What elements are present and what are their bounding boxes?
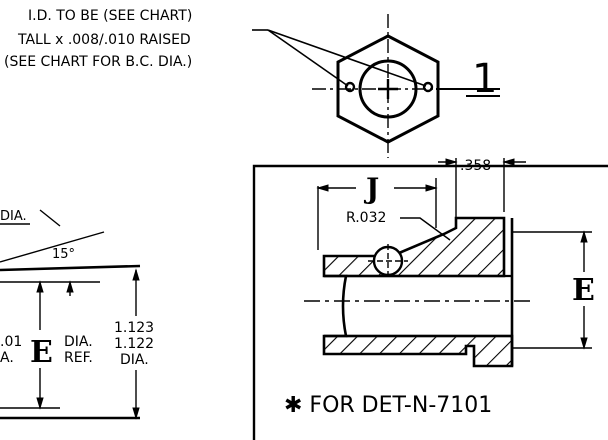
leader-to-left-dot — [267, 29, 349, 87]
section-wall-upper — [322, 216, 506, 278]
note-line-2: TALL x .008/.010 RAISED — [17, 32, 191, 48]
dia-ref-line-2: REF. — [64, 350, 93, 366]
dia-partial-label: DIA. — [0, 209, 27, 224]
r032-leader — [400, 217, 451, 241]
arrow-358-left — [445, 158, 458, 166]
bore-circle — [358, 59, 418, 119]
arrow-j-right — [425, 184, 438, 192]
dim-358-label: .358 — [460, 158, 491, 174]
hex-outline — [336, 34, 440, 144]
arrow-j-left — [316, 184, 329, 192]
view-label: 1 — [472, 56, 497, 102]
radius-label: R.032 — [346, 210, 386, 226]
left-top-edge — [0, 264, 141, 272]
arrow-e-left-top — [36, 280, 44, 293]
partial-value: .01 — [0, 334, 22, 350]
arrow-e-bottom — [580, 337, 588, 350]
arrow-e-left-bottom — [36, 397, 44, 410]
left-section — [0, 209, 141, 420]
dim-e-right-label: E — [572, 273, 595, 308]
min-dia-value: 1.122 — [114, 336, 154, 352]
angle-leader — [39, 209, 61, 227]
dim-j-label: J — [363, 172, 379, 205]
note-line-3: (SEE CHART FOR B.C. DIA.) — [4, 54, 192, 70]
arrow-e-top — [580, 230, 588, 243]
detail-frame — [252, 164, 608, 440]
section-wall-lower — [322, 334, 514, 368]
arrow-small — [66, 280, 74, 293]
partial-unit: A. — [0, 350, 14, 366]
angle-line — [0, 231, 105, 263]
dim-e-left-label: E — [30, 335, 53, 370]
arrow-max-top — [132, 268, 140, 281]
max-dia-value: 1.123 — [114, 320, 154, 336]
bore-left-edge — [324, 274, 348, 338]
raised-dot-right — [422, 81, 434, 93]
arrow-max-bottom — [132, 407, 140, 420]
note-line-1: I.D. TO BE (SEE CHART) — [28, 8, 192, 24]
note-block: I.D. TO BE (SEE CHART) TALL x .008/.010 … — [4, 8, 192, 70]
dia-ref-line-1: DIA. — [64, 334, 93, 350]
angle-label: 15° — [52, 247, 75, 262]
footnote: ✱ FOR DET-N-7101 — [284, 393, 492, 418]
hex-view — [312, 14, 500, 158]
arrow-358-right — [502, 158, 515, 166]
dia-right-label: DIA. — [120, 352, 149, 368]
detail-view — [252, 158, 608, 440]
raised-dot-left — [344, 81, 356, 93]
